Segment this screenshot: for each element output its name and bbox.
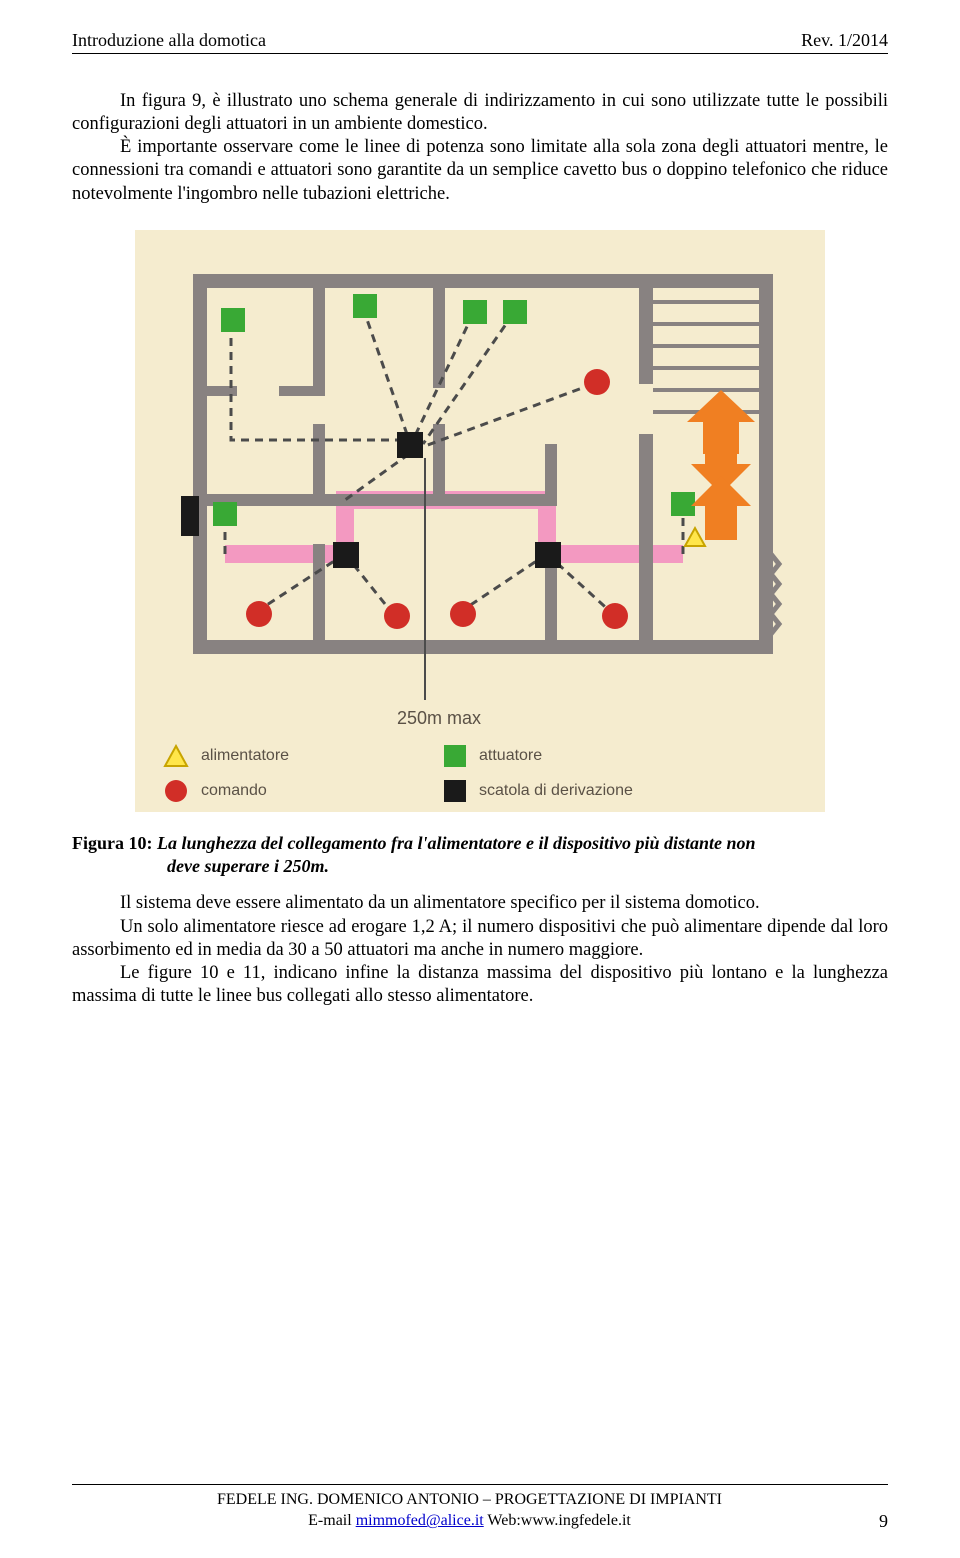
legend-comando: comando	[163, 778, 383, 804]
floorplan-panel: 250m max alimentatore attuatore comando	[135, 230, 825, 812]
para2-text: È importante osservare come le linee di …	[72, 137, 888, 203]
legend: alimentatore attuatore comando scatola d…	[163, 744, 797, 804]
para1-text: In figura 9, è illustrato uno schema gen…	[72, 91, 888, 134]
page-header: Introduzione alla domotica Rev. 1/2014	[72, 30, 888, 54]
figure-caption: Figura 10: La lunghezza del collegamento…	[72, 832, 888, 879]
legend-comando-label: comando	[201, 782, 267, 800]
measure-label: 250m max	[397, 708, 481, 728]
square-green-icon	[443, 744, 467, 768]
intro-paragraph: In figura 9, è illustrato uno schema gen…	[72, 90, 888, 206]
stairs-icon	[653, 302, 759, 412]
circle-red-icon	[163, 778, 189, 804]
orange-arrows	[687, 390, 755, 540]
page-footer: FEDELE ING. DOMENICO ANTONIO – PROGETTAZ…	[72, 1484, 888, 1532]
caption-line2: deve superare i 250m.	[167, 856, 329, 876]
caption-line1: La lunghezza del collegamento fra l'alim…	[157, 833, 756, 853]
body-paragraph-2: Il sistema deve essere alimentato da un …	[72, 892, 888, 1008]
footer-line1: FEDELE ING. DOMENICO ANTONIO – PROGETTAZ…	[72, 1489, 867, 1511]
floorplan-svg: 250m max	[163, 254, 797, 734]
footer-web: www.ingfedele.it	[521, 1512, 631, 1529]
page-number: 9	[867, 1511, 888, 1532]
body2a: Il sistema deve essere alimentato da un …	[120, 893, 760, 913]
body2c: Le figure 10 e 11, indicano infine la di…	[72, 963, 888, 1006]
legend-scatola-label: scatola di derivazione	[479, 782, 633, 800]
legend-attuatore: attuatore	[443, 744, 663, 768]
square-black-icon	[443, 779, 467, 803]
legend-scatola: scatola di derivazione	[443, 779, 663, 803]
legend-alimentatore: alimentatore	[163, 744, 383, 768]
body2b: Un solo alimentatore riesce ad erogare 1…	[72, 917, 888, 960]
alimentatore-icon	[685, 528, 705, 546]
caption-label: Figura 10:	[72, 833, 153, 853]
header-left: Introduzione alla domotica	[72, 30, 266, 51]
footer-web-prefix: Web:	[484, 1512, 521, 1529]
footer-line2: E-mail mimmofed@alice.it Web:www.ingfede…	[72, 1510, 867, 1532]
figure-10: 250m max alimentatore attuatore comando	[135, 230, 825, 812]
legend-attuatore-label: attuatore	[479, 747, 542, 765]
bus-path	[225, 500, 683, 554]
dashed-lines	[225, 308, 683, 614]
triangle-icon	[163, 744, 189, 768]
wall-box-icon	[181, 496, 199, 536]
header-right: Rev. 1/2014	[801, 30, 888, 51]
footer-email-link[interactable]: mimmofed@alice.it	[356, 1512, 484, 1529]
legend-alimentatore-label: alimentatore	[201, 747, 289, 765]
footer-email-prefix: E-mail	[308, 1512, 356, 1529]
